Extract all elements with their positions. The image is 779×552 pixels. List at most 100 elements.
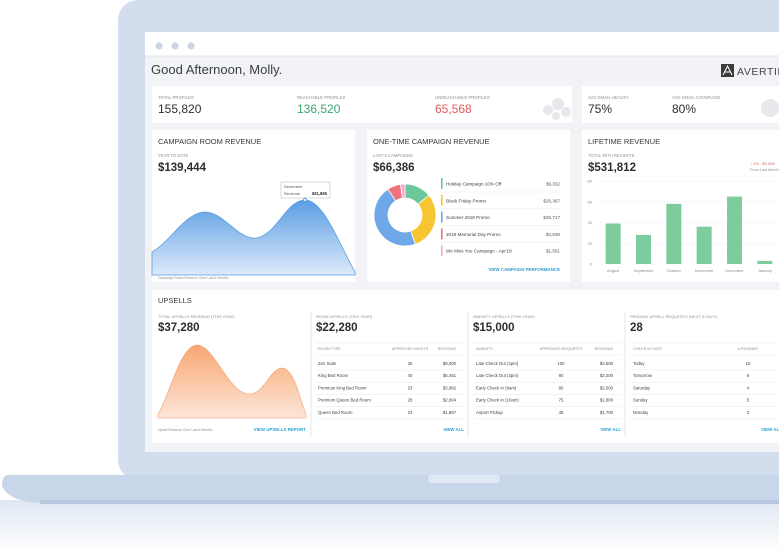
area-chart bbox=[151, 199, 356, 276]
table-cell: $1,700 bbox=[600, 410, 614, 415]
x-tick-label: October bbox=[667, 268, 682, 273]
y-tick-label: 0 bbox=[590, 262, 593, 267]
campaign-name: Holiday Campaign 10% Off bbox=[446, 182, 502, 187]
table-cell: 100 bbox=[557, 361, 565, 366]
change: ↑ 1% · $2,055 bbox=[750, 161, 775, 166]
table-cell: Early Check In (9am) bbox=[476, 385, 517, 390]
link[interactable]: VIEW ALL bbox=[443, 427, 464, 432]
link[interactable]: VIEW CAMPAIGN PERFORMANCE bbox=[488, 267, 560, 272]
table-cell: Premium King Bed Room bbox=[318, 385, 367, 390]
campaign-revenue: $20,367 bbox=[543, 198, 560, 203]
section-label: AMENITY UPSELLS (THIS YEAR) bbox=[473, 314, 535, 319]
stat-value: 65,568 bbox=[435, 102, 472, 116]
column-header: REVENUE bbox=[438, 347, 457, 351]
campaign-name: 2018 Memorial Day Promo bbox=[446, 232, 501, 237]
chart-footer: Campaign Room Revenue Over Last 6 Months bbox=[158, 276, 229, 280]
x-tick-label: January bbox=[758, 268, 772, 273]
table-cell: $1,800 bbox=[600, 398, 614, 403]
tooltip-value: $61,865 bbox=[312, 191, 328, 196]
card-value: $531,812 bbox=[588, 162, 636, 174]
table-cell: $9,000 bbox=[443, 361, 457, 366]
campaign-revenue: $1,561 bbox=[546, 249, 560, 254]
bar bbox=[666, 203, 682, 264]
bar bbox=[605, 223, 621, 264]
card-subtitle: TOTAL WITH REVINATE bbox=[588, 153, 635, 158]
table-cell: 75 bbox=[559, 398, 564, 403]
link[interactable]: VIEW UPSELLS REPORT bbox=[254, 427, 307, 432]
tooltip-label: Revenue bbox=[284, 191, 301, 196]
table-cell: 28 bbox=[408, 398, 413, 403]
legend-swatch bbox=[441, 211, 443, 223]
donut-segment bbox=[399, 183, 406, 199]
y-tick-label: 20 bbox=[588, 241, 593, 246]
stats-card bbox=[582, 86, 779, 123]
card-subtitle: LAST 5 CAMPAIGNS bbox=[373, 153, 413, 158]
x-tick-label: November bbox=[695, 268, 714, 273]
table-cell: Tomorrow bbox=[633, 373, 653, 378]
section-label: PENDING UPSELL REQUESTS (NEXT 5 DAYS) bbox=[630, 314, 718, 319]
column-header: APPROVED NIGHTS bbox=[392, 347, 429, 351]
table-cell: Saturday bbox=[633, 385, 651, 390]
bar bbox=[696, 226, 712, 264]
tooltip-point bbox=[302, 197, 308, 203]
table-cell: 45 bbox=[559, 410, 564, 415]
table-cell: 40 bbox=[408, 373, 413, 378]
table-cell: Monday bbox=[633, 410, 649, 415]
upsell-area-chart bbox=[157, 344, 307, 419]
shadow bbox=[0, 500, 779, 552]
table-cell: 5 bbox=[747, 398, 750, 403]
table-cell: 35 bbox=[408, 361, 413, 366]
table-cell: 10 bbox=[746, 361, 751, 366]
section-label: ROOM UPSELLS (THIS YEAR) bbox=[316, 314, 373, 319]
stat-value: 155,820 bbox=[158, 102, 202, 116]
window-dot bbox=[187, 42, 195, 50]
section-value: $15,000 bbox=[473, 322, 515, 334]
bar bbox=[727, 196, 742, 264]
table-cell: 90 bbox=[559, 373, 564, 378]
laptop-base bbox=[2, 475, 779, 503]
window-dot bbox=[171, 42, 179, 50]
table-cell: $1,897 bbox=[443, 410, 457, 415]
link[interactable]: VIEW ALL bbox=[600, 427, 621, 432]
stat-label: UNREACHABLE PROFILES bbox=[435, 95, 490, 100]
bar bbox=[757, 260, 773, 264]
tooltip-month: December bbox=[284, 184, 303, 189]
legend-swatch bbox=[441, 178, 443, 189]
y-tick-label: 60 bbox=[588, 199, 593, 204]
table-cell: $2,994 bbox=[443, 398, 457, 403]
section-value: $22,280 bbox=[316, 322, 358, 334]
link[interactable]: VIEW ALL bbox=[761, 427, 779, 432]
table-cell: 4 bbox=[747, 385, 750, 390]
section-value: 28 bbox=[630, 322, 643, 334]
y-tick-label: 80 bbox=[588, 179, 593, 184]
x-tick-label: September bbox=[634, 268, 654, 273]
laptop-notch bbox=[428, 475, 500, 483]
column-header: APPROVED REQUESTS bbox=[539, 347, 583, 351]
bar bbox=[636, 234, 651, 264]
legend-swatch bbox=[441, 245, 443, 257]
logo-text: AVERTIN bbox=[737, 66, 779, 78]
table-cell: Queen Bed Room bbox=[318, 410, 353, 415]
table-cell: $2,200 bbox=[600, 373, 614, 378]
stat-value: 80% bbox=[672, 102, 696, 116]
one-time-card bbox=[367, 130, 570, 282]
column-header: REVENUE bbox=[595, 347, 614, 351]
logo-mark bbox=[722, 64, 733, 76]
laptop-base-edge bbox=[40, 500, 779, 504]
campaign-name: Black Friday Promo bbox=[446, 198, 487, 203]
email-icon bbox=[761, 99, 779, 117]
stats-card bbox=[152, 86, 572, 123]
donut-segment bbox=[373, 188, 416, 247]
upsells-card bbox=[152, 290, 779, 443]
stat-label: AVG EMAIL COVERAGE bbox=[672, 95, 720, 100]
card-subtitle: YEAR TO DATE bbox=[158, 153, 188, 158]
table-cell: Early Check In (10am) bbox=[476, 398, 519, 403]
table-cell: $3,982 bbox=[443, 385, 457, 390]
greeting: Good Afternoon, Molly. bbox=[151, 62, 282, 77]
campaign-name: We Miss You Campaign - Apr'18 bbox=[446, 249, 512, 254]
table-cell: $5,451 bbox=[443, 373, 457, 378]
table-cell: 80 bbox=[559, 385, 564, 390]
stat-label: AVG EMAIL HEALTH bbox=[588, 95, 629, 100]
section-value: $37,280 bbox=[158, 322, 200, 334]
